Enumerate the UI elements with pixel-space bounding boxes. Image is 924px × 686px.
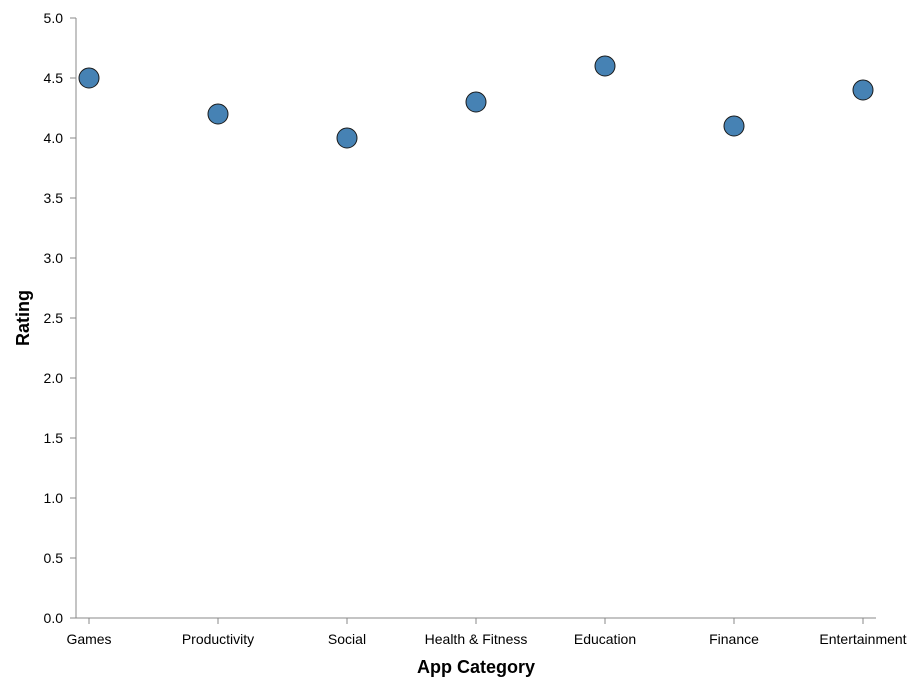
y-tick-label: 4.0 — [44, 130, 64, 146]
data-point — [852, 79, 874, 101]
y-tick-label: 3.5 — [44, 190, 64, 206]
data-point — [78, 67, 100, 89]
y-tick-label: 3.0 — [44, 250, 64, 266]
x-tick-label: Productivity — [182, 631, 254, 647]
x-tick-label: Education — [574, 631, 636, 647]
data-point — [594, 55, 616, 77]
y-tick-label: 2.0 — [44, 370, 64, 386]
x-tick-label: Social — [328, 631, 366, 647]
y-axis-title: Rating — [13, 290, 33, 346]
y-tick-label: 1.0 — [44, 490, 64, 506]
x-axis: Games Productivity Social Health & Fitness E… — [66, 617, 907, 647]
y-tick-label: 0.0 — [44, 610, 64, 626]
y-tick-label: 1.5 — [44, 430, 64, 446]
data-point — [723, 115, 745, 137]
x-axis-title: App Category — [417, 657, 535, 677]
y-tick-label: 4.5 — [44, 70, 64, 86]
x-tick-label: Entertainment — [819, 631, 906, 647]
y-tick-label: 2.5 — [44, 310, 64, 326]
data-point — [336, 127, 358, 149]
data-point — [207, 103, 229, 125]
x-tick-label: Games — [66, 631, 111, 647]
y-tick-label: 0.5 — [44, 550, 64, 566]
data-point — [465, 91, 487, 113]
y-tick-label: 5.0 — [44, 10, 64, 26]
x-tick-label: Finance — [709, 631, 759, 647]
data-points — [78, 55, 874, 149]
y-axis: 0.0 0.5 1.0 1.5 2.0 2.5 3.0 3.5 4.0 4.5 5.0 — [44, 10, 77, 626]
x-tick-label: Health & Fitness — [425, 631, 528, 647]
